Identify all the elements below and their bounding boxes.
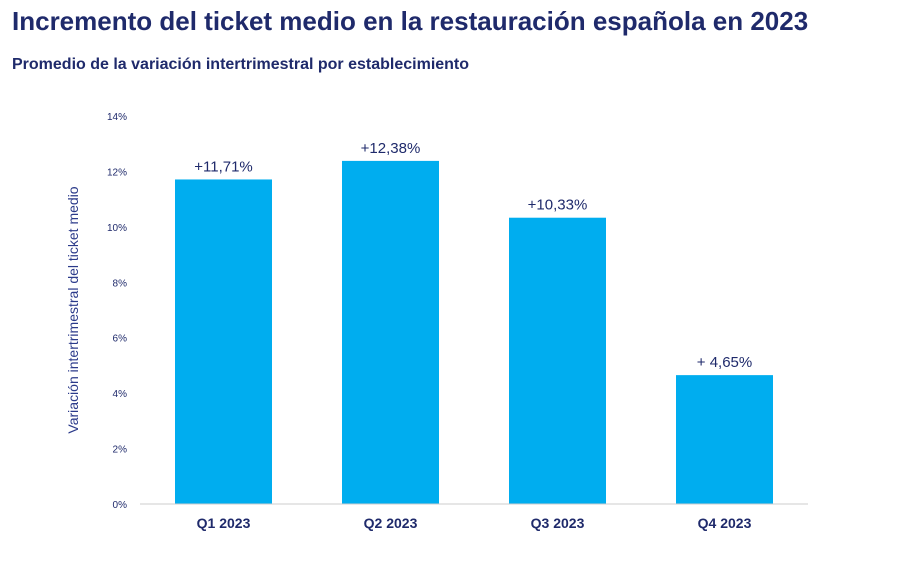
category-label: Q4 2023 [698,515,752,531]
bars-group [175,160,773,505]
chart-subtitle: Promedio de la variación intertrimestral… [12,56,470,73]
y-axis-label: Variación intertrimestral del ticket med… [65,186,81,433]
data-labels-group: +11,71% +12,38% +10,33% + 4,65% [194,140,752,371]
y-tick-label: 4% [113,389,128,400]
y-tick-label: 0% [113,500,128,511]
chart-title: Incremento del ticket medio en la restau… [12,6,809,36]
bar-q3-2023 [509,217,606,504]
bar-q4-2023 [676,375,773,504]
data-label: +11,71% [194,158,253,175]
category-label: Q2 2023 [364,515,418,531]
category-labels-group: Q1 2023 Q2 2023 Q3 2023 Q4 2023 [197,515,752,531]
y-tick-label: 12% [107,167,127,178]
data-label: +12,38% [361,140,421,157]
bar-q1-2023 [175,179,272,505]
y-tick-label: 14% [107,112,127,123]
y-tick-label: 8% [113,278,128,289]
y-tick-label: 10% [107,223,127,234]
data-label: +10,33% [528,197,588,214]
category-label: Q1 2023 [197,515,251,531]
y-tick-label: 6% [113,334,128,345]
y-axis-ticks: 0% 2% 4% 6% 8% 10% 12% 14% [107,112,127,511]
y-tick-label: 2% [113,445,128,456]
category-label: Q3 2023 [531,515,585,531]
data-label: + 4,65% [697,354,752,371]
bar-q2-2023 [342,160,439,504]
